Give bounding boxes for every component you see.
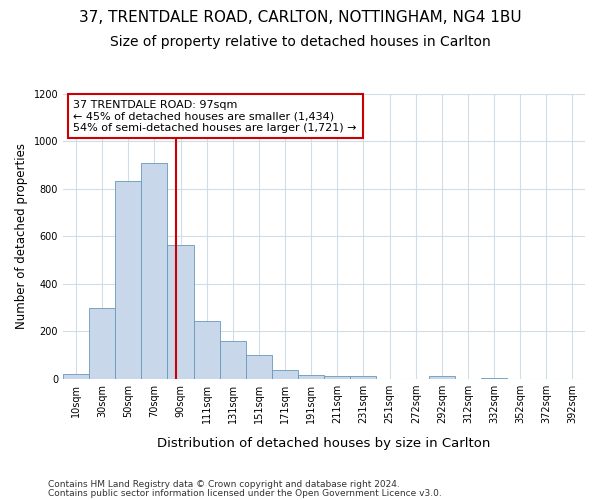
Text: Size of property relative to detached houses in Carlton: Size of property relative to detached ho… <box>110 35 490 49</box>
Bar <box>115 180 141 379</box>
Bar <box>141 163 167 379</box>
Text: 37, TRENTDALE ROAD, CARLTON, NOTTINGHAM, NG4 1BU: 37, TRENTDALE ROAD, CARLTON, NOTTINGHAM,… <box>79 10 521 25</box>
Bar <box>429 376 455 379</box>
Text: Contains public sector information licensed under the Open Government Licence v3: Contains public sector information licen… <box>48 489 442 498</box>
Bar <box>350 376 376 379</box>
Bar <box>298 375 324 379</box>
Y-axis label: Number of detached properties: Number of detached properties <box>15 144 28 330</box>
Bar <box>324 376 350 379</box>
Bar <box>63 374 89 379</box>
X-axis label: Distribution of detached houses by size in Carlton: Distribution of detached houses by size … <box>157 437 491 450</box>
Bar <box>194 320 220 379</box>
Text: 37 TRENTDALE ROAD: 97sqm
← 45% of detached houses are smaller (1,434)
54% of sem: 37 TRENTDALE ROAD: 97sqm ← 45% of detach… <box>73 100 357 133</box>
Bar <box>89 308 115 379</box>
Bar <box>272 370 298 379</box>
Text: Contains HM Land Registry data © Crown copyright and database right 2024.: Contains HM Land Registry data © Crown c… <box>48 480 400 489</box>
Bar <box>246 355 272 379</box>
Bar <box>167 244 194 379</box>
Bar <box>481 378 507 379</box>
Bar <box>220 341 246 379</box>
